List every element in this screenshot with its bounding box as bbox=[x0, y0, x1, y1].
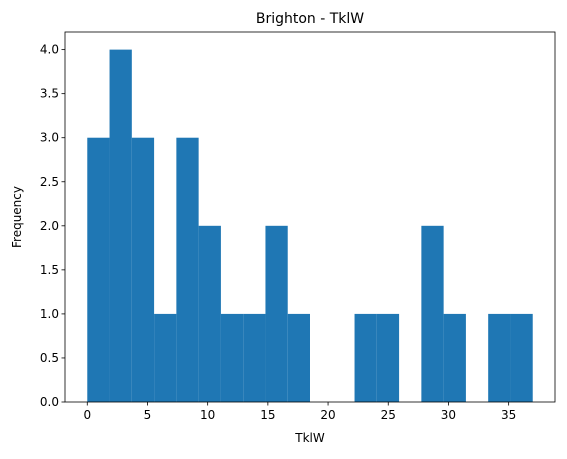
bar bbox=[154, 313, 177, 402]
bar bbox=[287, 313, 310, 402]
y-tick-label: 2.5 bbox=[40, 175, 59, 189]
y-tick-label: 0.0 bbox=[40, 395, 59, 409]
x-tick-label: 35 bbox=[501, 408, 516, 422]
bar bbox=[87, 137, 110, 402]
bar bbox=[243, 313, 266, 402]
x-tick-label: 25 bbox=[381, 408, 396, 422]
y-tick-label: 0.5 bbox=[40, 351, 59, 365]
y-tick-label: 3.0 bbox=[40, 131, 59, 145]
y-tick-label: 2.0 bbox=[40, 219, 59, 233]
bar bbox=[176, 137, 199, 402]
bar bbox=[421, 225, 444, 402]
chart-title: Brighton - TklW bbox=[256, 11, 364, 27]
y-tick-label: 1.0 bbox=[40, 307, 59, 321]
y-tick-label: 3.5 bbox=[40, 87, 59, 101]
x-axis-label: TklW bbox=[294, 431, 325, 445]
bar bbox=[376, 313, 400, 402]
x-tick-label: 20 bbox=[320, 408, 335, 422]
x-tick-label: 30 bbox=[441, 408, 456, 422]
x-tick-label: 5 bbox=[144, 408, 152, 422]
bar bbox=[131, 137, 155, 402]
x-tick-label: 0 bbox=[83, 408, 91, 422]
y-tick-label: 1.5 bbox=[40, 263, 59, 277]
plot-frame bbox=[64, 31, 556, 403]
x-tick-label: 10 bbox=[200, 408, 215, 422]
bar bbox=[488, 313, 511, 402]
bar bbox=[265, 225, 288, 402]
y-tick-label: 4.0 bbox=[40, 43, 59, 57]
x-tick-label: 15 bbox=[260, 408, 275, 422]
bar bbox=[354, 313, 377, 402]
y-axis-label: Frequency bbox=[10, 186, 24, 248]
bar bbox=[198, 225, 221, 402]
bar bbox=[443, 313, 466, 402]
bar bbox=[109, 49, 132, 402]
bar bbox=[510, 313, 533, 402]
bar bbox=[220, 313, 244, 402]
